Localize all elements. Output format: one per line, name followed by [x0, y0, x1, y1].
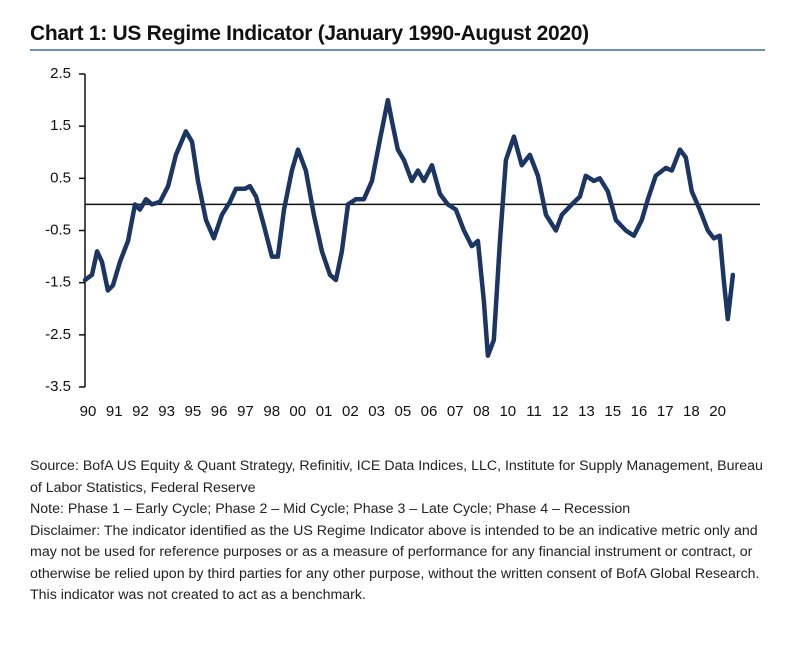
x-tick-label: 07 — [447, 403, 464, 420]
x-tick-label: 06 — [421, 403, 438, 420]
x-tick-label: 10 — [499, 403, 516, 420]
chart: 2.5 1.5 0.5 -0.5 -1.5 -2.5 -3.5 90 91 92 93 95 96 97 9… — [45, 65, 760, 420]
indicator-line — [82, 97, 736, 358]
x-tick-label: 93 — [158, 403, 175, 420]
x-tick-label: 13 — [578, 403, 595, 420]
y-tick-label: 2.5 — [50, 65, 71, 82]
x-tick-label: 02 — [342, 403, 359, 420]
disclaimer: Disclaimer: The indicator identified as … — [30, 522, 760, 604]
title-rule — [30, 49, 765, 51]
x-tick-label: 12 — [552, 403, 569, 420]
x-tick-label: 91 — [106, 403, 123, 420]
x-tick-label: 08 — [473, 403, 490, 420]
x-tick-label: 20 — [709, 403, 726, 420]
x-tick-label: 01 — [316, 403, 333, 420]
x-tick-label: 17 — [657, 403, 674, 420]
x-tick-label: 11 — [526, 403, 542, 420]
x-tick-label: 97 — [237, 403, 254, 420]
x-tick-label: 15 — [604, 403, 621, 420]
phase-note: Note: Phase 1 – Early Cycle; Phase 2 – M… — [30, 501, 631, 517]
x-tick-label: 90 — [80, 403, 97, 420]
chart-title: Chart 1: US Regime Indicator (January 19… — [30, 22, 589, 45]
y-tick-label: -1.5 — [45, 274, 71, 291]
x-tick-label: 95 — [185, 403, 202, 420]
x-tick-label: 92 — [132, 403, 149, 420]
x-tick-label: 03 — [368, 403, 385, 420]
y-tick-label: -0.5 — [45, 221, 71, 238]
x-tick-label: 96 — [211, 403, 228, 420]
y-tick-label: 1.5 — [50, 117, 71, 134]
x-tick-label: 98 — [263, 403, 280, 420]
footnotes: Source: BofA US Equity & Quant Strategy,… — [30, 456, 765, 607]
source-note: Source: BofA US Equity & Quant Strategy,… — [30, 458, 763, 496]
y-tick-label: -3.5 — [45, 378, 71, 395]
y-tick-label: -2.5 — [45, 326, 71, 343]
x-tick-label: 00 — [289, 403, 306, 420]
y-tick-label: 0.5 — [50, 169, 71, 186]
x-tick-label: 05 — [395, 403, 412, 420]
x-tick-label: 18 — [683, 403, 700, 420]
x-tick-label: 16 — [631, 403, 648, 420]
